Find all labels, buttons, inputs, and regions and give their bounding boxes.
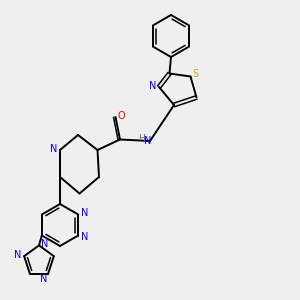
Text: N: N — [14, 250, 21, 260]
Text: N: N — [149, 80, 157, 91]
Text: N: N — [144, 136, 151, 146]
Text: N: N — [41, 239, 49, 249]
Text: N: N — [81, 208, 88, 218]
Text: H: H — [139, 134, 145, 142]
Text: N: N — [81, 232, 88, 242]
Text: N: N — [40, 274, 47, 284]
Text: O: O — [118, 110, 125, 121]
Text: N: N — [50, 143, 58, 154]
Text: S: S — [193, 69, 199, 79]
